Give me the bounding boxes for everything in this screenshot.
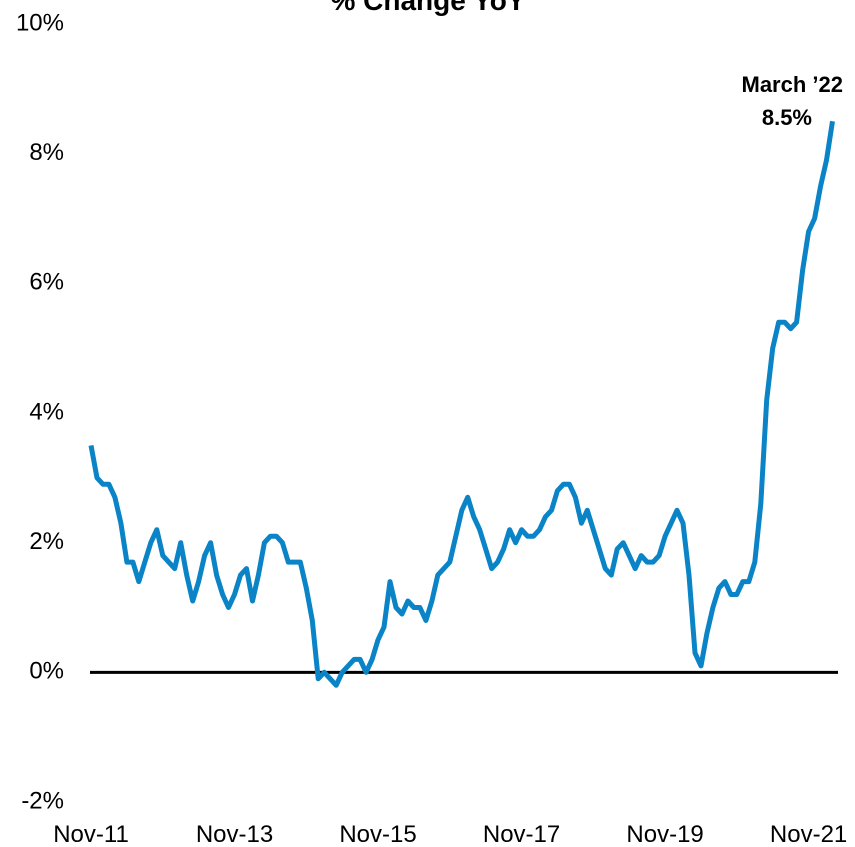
y-tick-label: 4% <box>29 398 64 425</box>
x-tick-label: Nov-19 <box>626 821 703 847</box>
y-tick-label: -2% <box>21 787 64 814</box>
x-tick-label: Nov-15 <box>339 821 416 847</box>
chart-title: % Change YoY <box>330 0 525 16</box>
x-tick-label: Nov-17 <box>483 821 560 847</box>
y-tick-label: 10% <box>16 9 64 36</box>
y-tick-label: 6% <box>29 269 64 296</box>
annotation-value: 8.5% <box>762 105 812 130</box>
y-tick-label: 0% <box>29 658 64 685</box>
x-tick-label: Nov-11 <box>53 821 129 847</box>
y-tick-label: 2% <box>29 528 64 555</box>
x-tick-label: Nov-13 <box>196 821 273 847</box>
annotation: March ’22 <box>742 72 844 97</box>
line <box>88 120 835 688</box>
y-tick-label: 8% <box>29 139 64 166</box>
x-tick-label: Nov-21 <box>770 821 847 847</box>
